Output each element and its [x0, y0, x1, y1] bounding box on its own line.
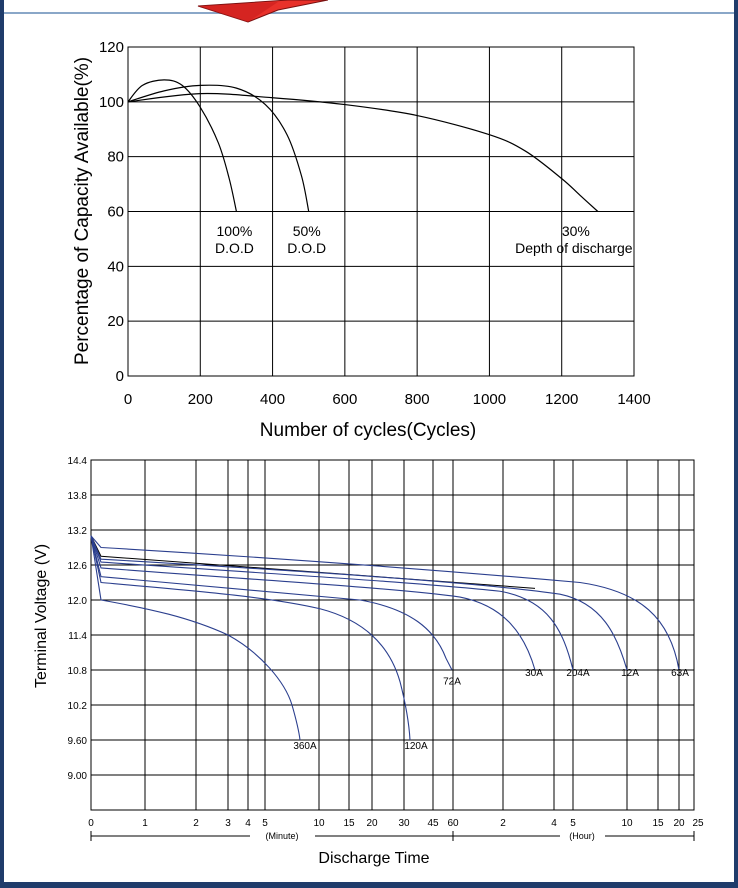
- chart2-series-labels: 360A 120A 72A 30A 204A 12A 63A: [293, 668, 689, 752]
- chart2-y-tick-label: 13.2: [68, 526, 88, 537]
- chart2-series: [90, 535, 680, 741]
- chart1-y-tick-label: 60: [107, 204, 124, 221]
- chart2-x-tick-label: 5: [570, 818, 576, 829]
- chart2-x-tick-label: 2: [500, 818, 506, 829]
- chart1-annotations: 100%D.O.D50%D.O.D30%Depth of discharge: [215, 223, 633, 256]
- chart1-grid: [127, 46, 635, 377]
- chart1-x-tick-label: 800: [405, 391, 430, 408]
- chart2-y-axis-label: Terminal Voltage (V): [33, 544, 50, 688]
- chart2-x-tick-label: 25: [692, 818, 704, 829]
- chart1-y-tick-label: 100: [99, 94, 124, 111]
- minute-unit-label: (Minute): [265, 831, 298, 841]
- chart1-y-tick-label: 20: [107, 313, 124, 330]
- chart2-x-tick-label: 10: [313, 818, 325, 829]
- frame-right: [734, 0, 738, 888]
- chart2-x-tick-label: 60: [447, 818, 459, 829]
- chart2-x-tick-label: 30: [398, 818, 410, 829]
- chart2-x-tick-label: 5: [262, 818, 268, 829]
- chart2-series-line-4: [90, 535, 574, 671]
- chart2-x-tick-label: 20: [366, 818, 378, 829]
- chart2-x-tick-label: 4: [551, 818, 557, 829]
- chart2-y-tick-label: 10.2: [68, 701, 88, 712]
- lightning-bolt-icon: [197, 0, 328, 23]
- chart2-series-line-1: [90, 535, 411, 741]
- chart2-x-axis-label: Discharge Time: [318, 850, 429, 867]
- chart2-series-line-2: [90, 535, 453, 671]
- chart2-x-tick-label: 2: [193, 818, 199, 829]
- chart1-annotation-value: 50%: [293, 223, 321, 239]
- chart1-annotation-label: Depth of discharge: [515, 240, 633, 256]
- chart1-x-tick-label: 200: [188, 391, 213, 408]
- chart2-series-label: 63A: [671, 668, 689, 679]
- chart1-annotation-label: D.O.D: [287, 240, 326, 256]
- hour-unit-label: (Hour): [569, 831, 595, 841]
- discharge-chart: 14.4 13.8 13.2 12.6 12.0 11.4 10.8 10.2 9.60 9.00…: [33, 456, 704, 867]
- chart2-series-label: 204A: [566, 668, 590, 679]
- frame-bottom: [0, 882, 738, 888]
- chart2-x-tick-label: 4: [245, 818, 251, 829]
- chart2-y-tick-label: 12.6: [68, 561, 88, 572]
- chart2-series-label: 30A: [525, 668, 543, 679]
- chart2-series-line-6: [90, 535, 680, 671]
- chart1-tick-labels: 0 200 400 600 800 1000 1200 1400 0 20 40 60 80 100 120: [99, 39, 651, 408]
- chart2-series-label: 360A: [293, 741, 317, 752]
- chart2-series-line-3: [90, 535, 536, 671]
- chart1-y-tick-label: 40: [107, 258, 124, 275]
- chart2-grid: [90, 459, 695, 811]
- chart2-y-tick-label: 9.00: [68, 771, 88, 782]
- chart1-x-tick-label: 600: [332, 391, 357, 408]
- chart2-x-tick-label: 15: [652, 818, 664, 829]
- chart1-annotation-label: D.O.D: [215, 240, 254, 256]
- cycle-life-chart: 0 200 400 600 800 1000 1200 1400 0 20 40 60 80 100 120…: [72, 39, 651, 441]
- frame-left: [0, 0, 4, 888]
- chart1-y-tick-label: 80: [107, 149, 124, 166]
- chart2-y-tick-label: 11.4: [68, 631, 87, 642]
- chart2-y-tick-label: 14.4: [68, 456, 88, 467]
- chart1-x-axis-label: Number of cycles(Cycles): [260, 420, 476, 441]
- chart1-y-tick-label: 120: [99, 39, 124, 56]
- chart2-y-tick-label: 9.60: [68, 736, 88, 747]
- chart2-tick-labels: 14.4 13.8 13.2 12.6 12.0 11.4 10.8 10.2 9.60 9.00…: [68, 456, 704, 841]
- chart2-x-tick-label: 3: [225, 818, 231, 829]
- chart2-x-tick-label: 10: [621, 818, 633, 829]
- chart2-y-tick-label: 13.8: [68, 491, 88, 502]
- chart2-x-tick-label: 1: [142, 818, 148, 829]
- chart2-series-label: 72A: [443, 677, 461, 688]
- chart1-x-tick-label: 0: [124, 391, 132, 408]
- chart1-series: [127, 79, 599, 212]
- chart2-x-tick-label: 0: [88, 818, 94, 829]
- chart1-annotation-value: 30%: [562, 223, 590, 239]
- chart1-x-tick-label: 400: [260, 391, 285, 408]
- chart2-y-tick-label: 12.0: [68, 596, 88, 607]
- chart2-series-label: 120A: [404, 741, 428, 752]
- chart2-series-line-0: [90, 535, 301, 741]
- chart2-x-tick-label: 20: [673, 818, 685, 829]
- chart2-x-tick-label: 45: [427, 818, 439, 829]
- chart1-x-tick-label: 1000: [473, 391, 506, 408]
- chart2-x-tick-label: 15: [343, 818, 355, 829]
- chart1-y-tick-label: 0: [116, 368, 124, 385]
- chart2-series-line-5: [90, 535, 628, 671]
- chart1-series-line-1: [127, 84, 310, 212]
- chart1-annotation-value: 100%: [217, 223, 253, 239]
- chart1-series-line-2: [127, 92, 599, 212]
- chart2-series-label: 12A: [621, 668, 639, 679]
- chart1-x-tick-label: 1200: [545, 391, 578, 408]
- chart1-y-axis-label: Percentage of Capacity Available(%): [72, 57, 93, 365]
- chart1-x-tick-label: 1400: [617, 391, 650, 408]
- frame-top: [0, 0, 738, 14]
- chart2-y-tick-label: 10.8: [68, 666, 88, 677]
